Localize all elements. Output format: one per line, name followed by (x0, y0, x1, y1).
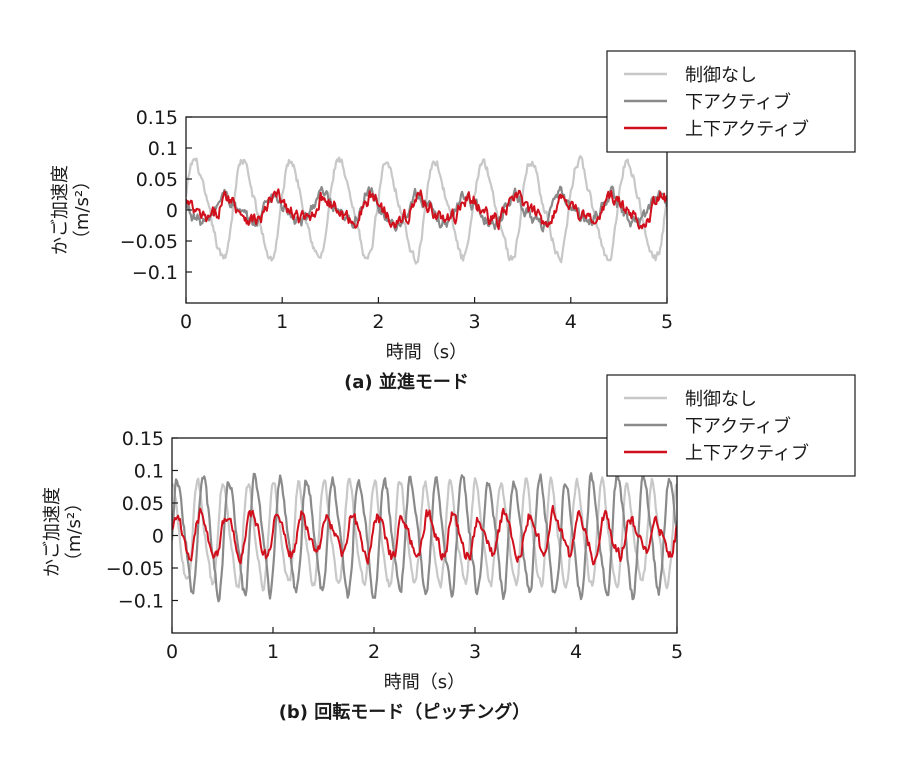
y-tick-label: −0.1 (132, 262, 178, 284)
legend-entry: 上下アクティブ (685, 118, 809, 140)
x-axis-label: 時間（s） (386, 342, 467, 363)
x-tick-label: 5 (671, 641, 683, 663)
x-axis-label: 時間（s） (384, 672, 465, 693)
x-tick-label: 3 (469, 641, 481, 663)
y-tick-label: 0.05 (136, 169, 178, 191)
y-axis-unit: （m/s²） (64, 494, 85, 570)
y-axis-unit: （m/s²） (72, 172, 93, 248)
chart-b: 0 1 2 3 4 5 0.15 0.1 0.05 0 −0.05 −0.1 時間（s） かご加速度 （m/… (42, 374, 856, 723)
y-axis-label-text: かご加速度 (50, 165, 71, 255)
y-tick-label: 0.05 (122, 493, 164, 515)
x-tick-label: 4 (565, 311, 577, 333)
x-tick-label: 0 (166, 641, 178, 663)
series-line-3 (186, 188, 667, 231)
chart-caption: (a) 並進モード (344, 371, 469, 393)
series-line-2 (172, 468, 677, 603)
y-axis-label-text: かご加速度 (42, 487, 63, 577)
legend-entry: 下アクティブ (685, 415, 791, 437)
series-lines (186, 155, 667, 265)
legend-entry: 制御なし (685, 65, 757, 86)
y-axis-label: かご加速度 （m/s²） (42, 487, 85, 577)
y-tick-label: −0.05 (106, 558, 164, 580)
x-tick-label: 0 (180, 311, 192, 333)
legend-entry: 下アクティブ (685, 91, 791, 113)
y-tick-label: −0.1 (118, 591, 164, 613)
y-tick-label: 0.15 (122, 428, 164, 450)
x-tick-label: 2 (368, 641, 380, 663)
x-tick-label: 2 (372, 311, 384, 333)
legend-entry: 上下アクティブ (685, 442, 809, 464)
y-tick-label: 0 (152, 526, 164, 548)
y-tick-label: −0.05 (120, 231, 178, 253)
legend-entry: 制御なし (685, 389, 757, 410)
y-tick-label: 0 (166, 200, 178, 222)
y-tick-label: 0.15 (136, 107, 178, 129)
y-tick-label: 0.1 (134, 461, 164, 483)
series-line-2 (186, 185, 667, 233)
x-tick-label: 5 (661, 311, 673, 333)
series-line-1 (172, 476, 677, 592)
chart-caption: (b) 回転モード（ピッチング） (279, 701, 531, 723)
series-line-1 (186, 155, 667, 265)
chart-a: 0 1 2 3 4 5 0.15 0.1 0.05 0 −0.05 −0.1 時間（s） かご加速度 （m/… (50, 50, 856, 393)
x-tick-label: 1 (267, 641, 279, 663)
y-axis-label: かご加速度 （m/s²） (50, 165, 93, 255)
series-lines (172, 468, 677, 603)
x-tick-label: 4 (570, 641, 582, 663)
x-tick-label: 3 (469, 311, 481, 333)
x-tick-label: 1 (276, 311, 288, 333)
series-line-3 (172, 504, 677, 566)
y-tick-label: 0.1 (148, 138, 178, 160)
